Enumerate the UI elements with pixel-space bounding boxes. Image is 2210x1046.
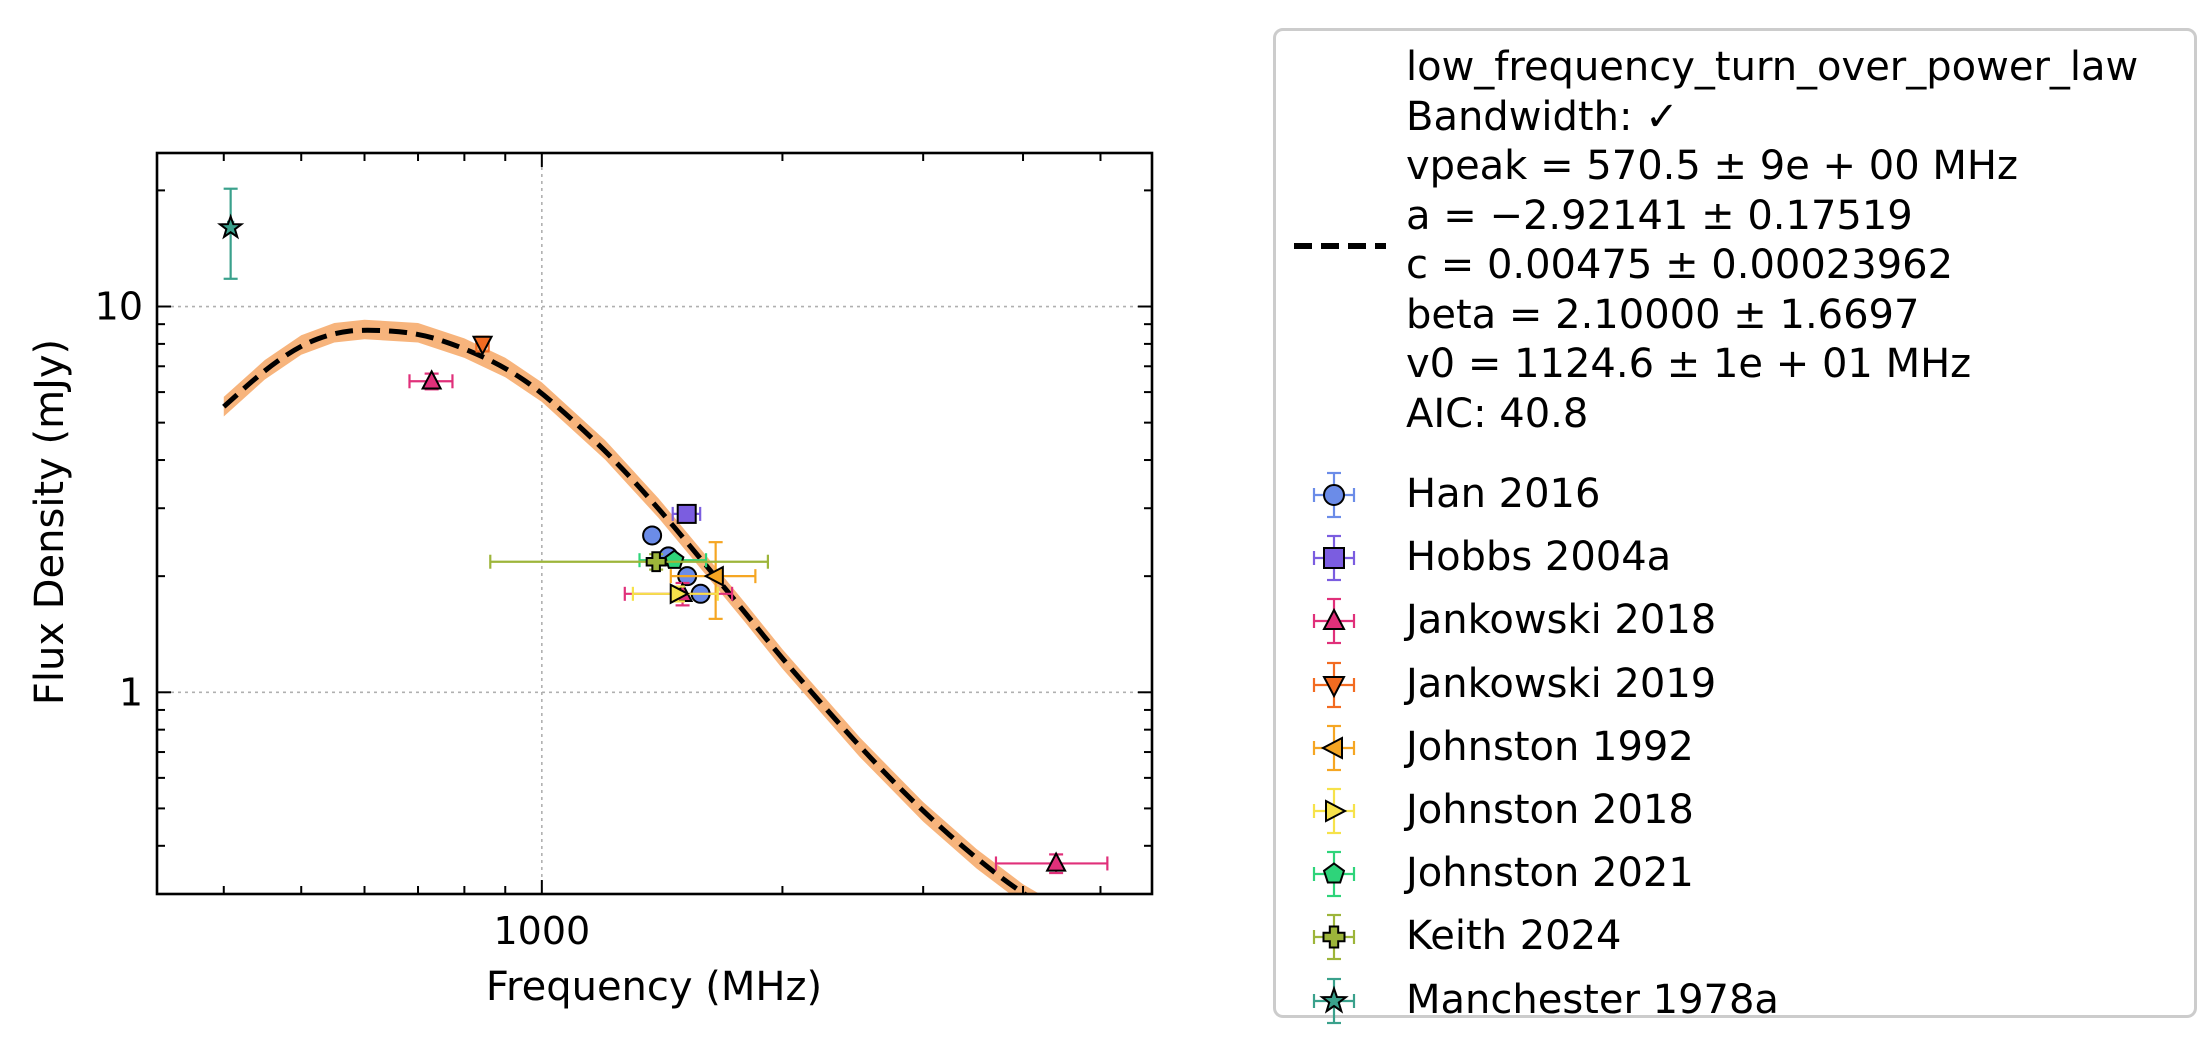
fit-param-line-3: a = −2.92141 ± 0.17519 (1406, 192, 1913, 239)
legend-symbol-manchester-1978a (1319, 985, 1349, 1014)
legend-marker-manchester-1978a (1312, 977, 1356, 1024)
point-jankowski-2018-0 (408, 369, 454, 391)
fit-line-sample (1294, 243, 1386, 249)
legend-entry-han-2016: Han 2016 (1276, 463, 2194, 525)
marker-jankowski-2018-0 (420, 369, 443, 390)
legend-marker-hobbs-2004a (1312, 535, 1356, 582)
legend-symbol-hobbs-2004a (1323, 547, 1345, 570)
legend-label-keith-2024: Keith 2024 (1406, 913, 1622, 960)
fit-uncertainty-band (223, 319, 1040, 894)
marker-han-2016-0 (642, 525, 663, 546)
legend-label-johnston-2021: Johnston 2021 (1406, 850, 1694, 897)
tick-labels: 1000 1 10 (95, 285, 591, 953)
legend-label-johnston-1992: Johnston 1992 (1406, 723, 1694, 770)
point-johnston-2018-0 (631, 583, 719, 605)
legend-label-johnston-2018: Johnston 2018 (1406, 787, 1694, 833)
legend-label-jankowski-2019: Jankowski 2019 (1406, 660, 1717, 707)
legend-entry-johnston-2021: Johnston 2021 (1276, 842, 2194, 904)
fit-param-line-0: low_frequency_turn_over_power_law (1406, 44, 2139, 90)
fit-param-line-4: c = 0.00475 ± 0.00023962 (1406, 242, 1954, 288)
legend-marker-jankowski-2019 (1312, 661, 1356, 708)
marker-manchester-1978a-0 (217, 213, 245, 240)
point-hobbs-2004a-0 (671, 503, 702, 524)
point-manchester-1978a-0 (217, 187, 245, 280)
legend-label-manchester-1978a: Manchester 1978a (1406, 976, 1779, 1023)
x-tick-label-0: 1000 (493, 909, 590, 953)
legend-marker-johnston-2021 (1312, 851, 1356, 898)
marker-keith-2024-0 (645, 551, 667, 573)
legend-symbol-johnston-2018 (1325, 799, 1348, 823)
yerr-manchester-1978a-0 (223, 187, 238, 280)
data-points (217, 187, 1109, 875)
fit-param-line-2: vpeak = 570.5 ± 9e + 00 MHz (1406, 143, 2018, 189)
plot-axes (155, 151, 1154, 896)
y-axis-label: Flux Density (mJy) (27, 339, 73, 705)
point-jankowski-2018-2 (994, 851, 1109, 875)
xerr-keith-2024-0 (489, 554, 769, 569)
legend-entry-johnston-2018: Johnston 2018 (1276, 779, 2194, 841)
fit-curve (222, 327, 1029, 894)
point-johnston-2021-0 (638, 549, 708, 569)
marker-jankowski-2018-2 (1045, 851, 1067, 872)
fit-band-polygon (223, 319, 1040, 894)
legend-marker-johnston-2018 (1312, 787, 1356, 835)
legend-symbol-johnston-1992 (1320, 736, 1343, 760)
fit-param-line-5: beta = 2.10000 ± 1.6697 (1406, 291, 1920, 338)
y-tick-label-1: 10 (95, 285, 143, 329)
legend-entry-hobbs-2004a: Hobbs 2004a (1276, 526, 2194, 588)
legend-entry-johnston-1992: Johnston 1992 (1276, 716, 2194, 778)
grid-lines (157, 153, 1152, 894)
legend-symbol-han-2016 (1323, 484, 1345, 506)
legend-symbol-johnston-2021 (1322, 862, 1346, 884)
legend-marker-keith-2024 (1312, 914, 1356, 961)
point-jankowski-2019-0 (471, 335, 494, 356)
legend-marker-johnston-1992 (1312, 724, 1356, 771)
legend-entry-jankowski-2018: Jankowski 2018 (1276, 589, 2194, 651)
legend-entry-keith-2024: Keith 2024 (1276, 905, 2194, 967)
legend-label-jankowski-2018: Jankowski 2018 (1406, 597, 1717, 644)
marker-johnston-2018-0 (669, 583, 690, 605)
fit-parameters: low_frequency_turn_over_power_law Bandwid… (1406, 43, 2138, 439)
point-johnston-1992-0 (669, 541, 757, 620)
legend-marker-han-2016 (1312, 471, 1356, 519)
legend-symbol-keith-2024 (1322, 925, 1346, 949)
legend-label-han-2016: Han 2016 (1406, 471, 1601, 517)
x-axis-label: Frequency (MHz) (486, 964, 822, 1010)
plot-frame (155, 151, 1154, 896)
marker-jankowski-2019-0 (471, 335, 494, 356)
fit-param-line-6: v0 = 1124.6 ± 1e + 01 MHz (1406, 341, 1972, 387)
marker-hobbs-2004a-0 (676, 503, 697, 524)
legend-symbol-jankowski-2019 (1322, 675, 1346, 698)
legend-entry-manchester-1978a: Manchester 1978a (1276, 969, 2194, 1031)
y-tick-label-0: 1 (119, 670, 143, 714)
legend-marker-jankowski-2018 (1312, 598, 1356, 645)
marker-johnston-2021-0 (664, 549, 685, 569)
marker-johnston-1992-0 (703, 565, 724, 587)
fit-param-line-7: AIC: 40.8 (1406, 390, 1589, 437)
point-keith-2024-0 (489, 551, 769, 573)
fit-curve-path (222, 327, 1029, 894)
legend-symbol-jankowski-2018 (1322, 608, 1346, 631)
legend-label-hobbs-2004a: Hobbs 2004a (1406, 534, 1672, 581)
chart-svg: 1000 1 10 Frequency (MHz) Flux Density (mJ… (27, 151, 1154, 1010)
legend: low_frequency_turn_over_power_law Bandwid… (1273, 28, 2197, 1024)
legend-entry-jankowski-2019: Jankowski 2019 (1276, 653, 2194, 715)
fit-param-line-1: Bandwidth: ✓ (1406, 93, 1679, 140)
point-han-2016-0 (642, 525, 663, 546)
